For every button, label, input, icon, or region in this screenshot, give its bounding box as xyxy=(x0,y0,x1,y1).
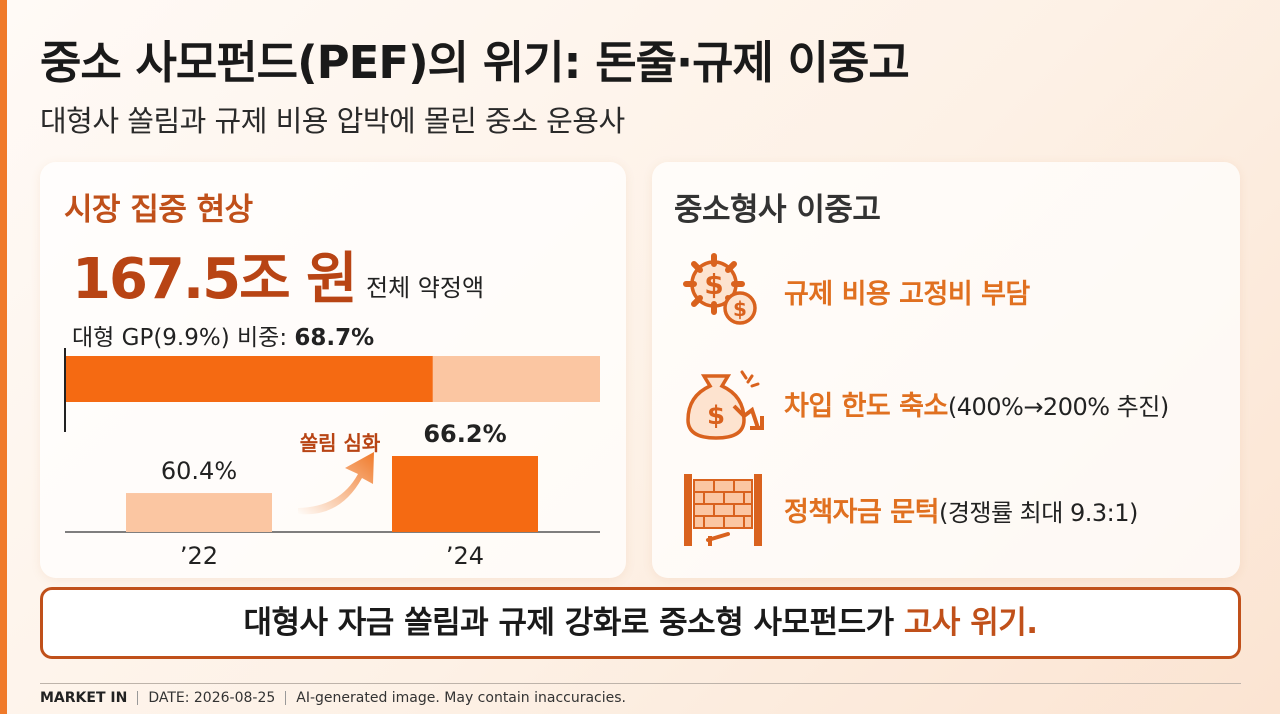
footer-separator xyxy=(137,691,139,705)
svg-text:$: $ xyxy=(733,297,747,321)
bar-2024-category-label: ’24 xyxy=(446,542,484,570)
burden-item-regulation-label: 규제 비용 고정비 부담 xyxy=(784,279,1030,310)
large-gp-share-value: 68.7% xyxy=(294,325,375,351)
footer-date: DATE: 2026-08-25 xyxy=(148,690,276,706)
footer-disclaimer: AI-generated image. May contain inaccura… xyxy=(296,690,626,706)
burden-item-borrowing-text: 차입 한도 축소(400%→200% 추진) xyxy=(784,384,1169,423)
total-commitment-label: 전체 약정액 xyxy=(366,274,485,302)
svg-text:$: $ xyxy=(704,268,723,301)
burden-item-regulation-text: 규제 비용 고정비 부담 xyxy=(784,272,1030,311)
trend-arrow-icon xyxy=(298,452,374,515)
bar-2022-value-label: 60.4% xyxy=(161,457,237,485)
share-bar-large-gp xyxy=(66,356,433,402)
money-bag-down-icon: $ xyxy=(686,370,764,440)
accent-bar xyxy=(0,0,7,714)
brick-wall-icon xyxy=(684,474,762,546)
footer: MARKET IN DATE: 2026-08-25 AI-generated … xyxy=(40,690,626,706)
page-title: 중소 사모펀드(PEF)의 위기: 돈줄·규제 이중고 xyxy=(40,36,910,89)
bar-2024-value-label: 66.2% xyxy=(423,420,506,448)
bar-2022 xyxy=(126,493,272,532)
conclusion-main-text: 대형사 자금 쏠림과 규제 강화로 중소형 사모펀드가 xyxy=(243,605,904,641)
burden-item-policy-fund: 정책자금 문턱(경쟁률 최대 9.3:1) xyxy=(652,468,1240,558)
burden-item-regulation-cost: $ $ 규제 비용 고정비 부담 xyxy=(652,250,1240,340)
large-gp-share-text: 대형 GP(9.9%) 비중: xyxy=(72,325,295,351)
page-subtitle: 대형사 쏠림과 규제 비용 압박에 몰린 중소 운용사 xyxy=(40,104,625,138)
double-burden-panel: 중소형사 이중고 $ $ 규제 비용 고정비 부담 $ 차입 한도 축소(400… xyxy=(652,162,1240,578)
market-concentration-panel: 시장 집중 현상 167.5조 원 전체 약정액 대형 GP(9.9%) 비중:… xyxy=(40,162,626,578)
burden-item-policy-text: 정책자금 문턱(경쟁률 최대 9.3:1) xyxy=(784,490,1138,529)
large-gp-share-label: 대형 GP(9.9%) 비중: 68.7% xyxy=(72,318,374,352)
bar-2022-category-label: ’22 xyxy=(180,542,218,570)
trend-arrow-label: 쏠림 심화 xyxy=(300,431,381,455)
burden-item-policy-note: (경쟁률 최대 9.3:1) xyxy=(938,499,1138,527)
svg-text:$: $ xyxy=(707,401,725,431)
gear-dollar-icon: $ $ xyxy=(683,253,757,325)
total-commitment-value: 167.5조 원 xyxy=(72,247,358,312)
double-burden-title: 중소형사 이중고 xyxy=(674,192,881,228)
burden-item-policy-label: 정책자금 문턱 xyxy=(784,497,939,528)
footer-divider xyxy=(40,683,1241,684)
concentration-charts: 60.4% 66.2% ’22 ’24 쏠림 심화 xyxy=(64,348,600,570)
burden-item-borrowing-limit: $ 차입 한도 축소(400%→200% 추진) xyxy=(652,362,1240,452)
market-concentration-title: 시장 집중 현상 xyxy=(64,192,253,228)
burden-item-borrowing-note: (400%→200% 추진) xyxy=(947,393,1169,421)
share-bar-rest xyxy=(432,356,600,402)
conclusion-banner: 대형사 자금 쏠림과 규제 강화로 중소형 사모펀드가 고사 위기. xyxy=(40,587,1241,659)
footer-separator xyxy=(285,691,287,705)
footer-brand: MARKET IN xyxy=(40,690,128,706)
bar-2024 xyxy=(392,456,538,532)
burden-item-borrowing-label: 차입 한도 축소 xyxy=(784,391,948,422)
conclusion-highlight-text: 고사 위기. xyxy=(903,605,1038,641)
